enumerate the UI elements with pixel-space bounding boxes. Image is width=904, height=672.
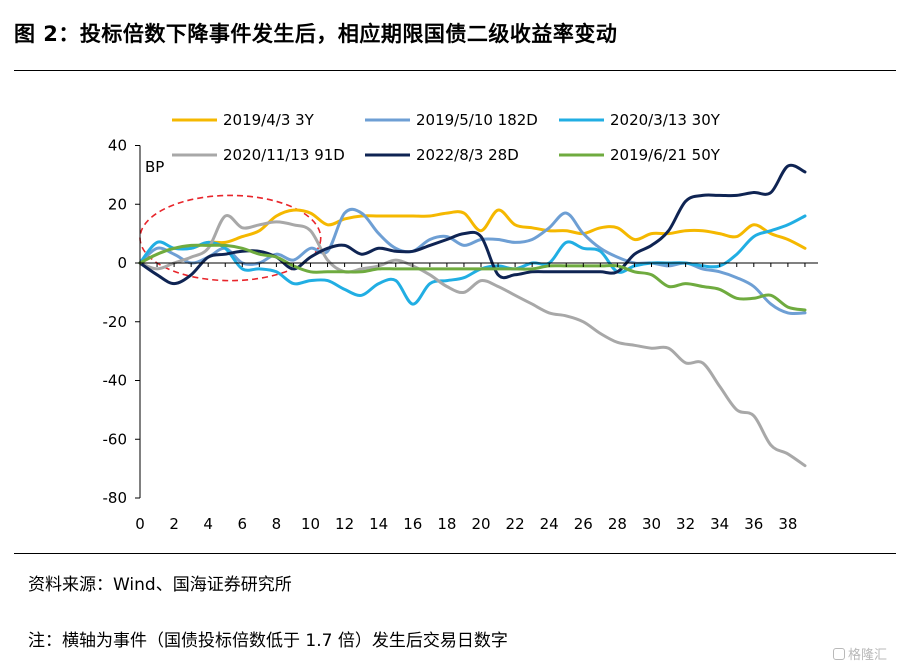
line-chart: 2019/4/3 3Y 2019/5/10 182D 2020/3/13 30Y20…: [103, 111, 818, 533]
x-tick-label: 8: [272, 515, 282, 533]
watermark: 格隆汇: [833, 644, 887, 663]
y-tick-label: 0: [117, 254, 127, 272]
footer-rule: [14, 553, 896, 554]
x-tick-label: 4: [203, 515, 213, 533]
x-tick-label: 10: [301, 515, 320, 533]
series-line-3: [138, 214, 807, 306]
title-rule: [14, 70, 896, 71]
x-tick-label: 0: [135, 515, 145, 533]
legend-label-6: 2019/6/21 50Y: [610, 146, 721, 164]
watermark-logo-icon: [833, 647, 845, 660]
x-tick-label: 26: [574, 515, 593, 533]
x-tick-label: 14: [369, 515, 388, 533]
x-tick-label: 12: [335, 515, 354, 533]
x-tick-label: 30: [642, 515, 661, 533]
x-tick-label: 22: [506, 515, 525, 533]
watermark-text: 格隆汇: [848, 648, 888, 663]
page-title: 图 2：投标倍数下降事件发生后，相应期限国债二级收益率变动: [14, 22, 618, 46]
y-tick-label: 40: [108, 137, 127, 155]
legend-label-2: 2019/5/10 182D: [416, 111, 538, 129]
y-tick-label: -80: [103, 489, 128, 507]
legend-label-3: 2020/3/13 30Y: [610, 111, 721, 129]
x-tick-label: 32: [676, 515, 695, 533]
source-note: 资料来源：Wind、国海证券研究所: [28, 575, 292, 595]
x-tick-label: 16: [403, 515, 422, 533]
y-tick-label: 20: [108, 195, 127, 213]
x-tick-label: 38: [778, 515, 797, 533]
x-tick-label: 6: [238, 515, 248, 533]
x-tick-label: 28: [608, 515, 627, 533]
y-tick-label: -60: [103, 430, 128, 448]
legend-label-4: 2020/11/13 91D: [223, 146, 345, 164]
x-tick-label: 2: [169, 515, 179, 533]
x-tick-label: 36: [744, 515, 763, 533]
series-line-6: [138, 243, 807, 312]
x-tick-label: 20: [471, 515, 490, 533]
series-layer: [138, 163, 807, 468]
series-line-4: [138, 214, 807, 468]
legend-label-5: 2022/8/3 28D: [416, 146, 519, 164]
x-tick-label: 34: [710, 515, 729, 533]
y-axis-unit-label: BP: [145, 158, 164, 176]
chart-legend: 2019/4/3 3Y 2019/5/10 182D 2020/3/13 30Y 20…: [172, 111, 721, 164]
y-tick-label: -20: [103, 313, 128, 331]
x-tick-label: 24: [540, 515, 559, 533]
series-line-1: [138, 208, 807, 265]
axis-note: 注：横轴为事件（国债投标倍数低于 1.7 倍）发生后交易日数字: [28, 631, 508, 651]
x-tick-label: 18: [437, 515, 456, 533]
y-tick-label: -40: [103, 372, 128, 390]
legend-label-1: 2019/4/3 3Y: [223, 111, 315, 129]
